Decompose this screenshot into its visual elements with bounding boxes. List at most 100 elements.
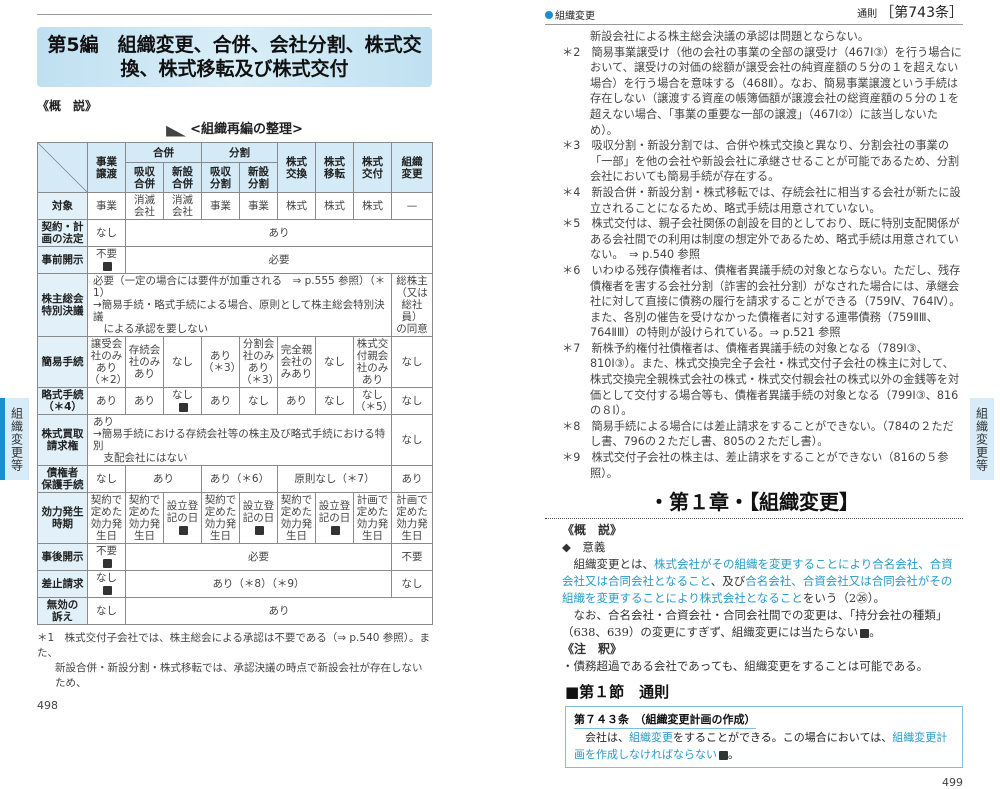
table-cell: 必要（一定の場合には要件が加重される ⇒ p.555 参照）（＊1） →簡易手続…: [87, 273, 392, 337]
page-number-left: 498: [37, 699, 58, 712]
cell-text: あり: [286, 395, 307, 407]
cell-text: あり: [268, 605, 290, 617]
cell-text: なし: [324, 356, 345, 368]
cell-text: 株式交 付親会 社のみ あり: [356, 338, 389, 386]
section-title: ■第１節 通則: [565, 683, 670, 702]
table-cell: なし: [391, 414, 433, 466]
reference-badge-icon: [103, 558, 112, 568]
cell-text: 設立登 記の日: [318, 500, 351, 524]
table-title: <組織再編の整理>: [37, 118, 432, 137]
table-cell: 事業: [239, 192, 278, 220]
note-item: 新設会社による株主総会決議の承認は問題とならない。: [590, 30, 870, 43]
footnote: ＊1 株式交付子会社では、株主総会による承認は不要である（⇒ p.540 参照）…: [37, 631, 432, 691]
table-cell: あり: [125, 387, 164, 415]
table-cell: 事業 譲渡: [87, 142, 126, 193]
table-cell: 組織 変更: [391, 142, 433, 193]
row-label: 債権者 保護手続: [37, 465, 88, 493]
article-box: 第７４３条 （組織変更計画の作成） 会社は、組織変更をすることができる。この場合…: [565, 706, 963, 769]
table-row: 株式買取 請求権 あり →簡易手続における存続会社等の株主及び略式手続における特別…: [37, 414, 433, 466]
table-cell: あり: [201, 387, 240, 415]
note-item: ＊4 新設合併・新設分割・株式移転では、存続会社に相当する会社が新たに設立される…: [562, 185, 961, 215]
table-cell: なし: [391, 570, 433, 598]
table-row: 簡易手続 譲受会 社のみ あり （＊2） 存続会 社のみ あり なし あり （＊3） 分割…: [37, 336, 433, 388]
cell-text: 完全親 会社の みあり: [280, 344, 313, 380]
table-cell: 譲受会 社のみ あり （＊2）: [87, 336, 127, 388]
cell-text: 契約で 定めた 効力発 生日: [90, 494, 123, 542]
row-label: 無効の 訴え: [37, 597, 88, 625]
row-label: 株主総会 特別決議: [37, 273, 88, 337]
table-cell: 吸収 分割: [201, 162, 240, 193]
table-cell: あり: [87, 387, 126, 415]
cell-text: なし: [172, 356, 193, 368]
table-row: 契約・計 画の法定 なし あり: [37, 219, 433, 247]
cell-text: 不要: [96, 545, 117, 557]
cell-text: なし: [248, 395, 269, 407]
cell-text: あり（＊6）: [209, 473, 270, 485]
reference-badge-icon: [103, 585, 112, 595]
cell-text: 契約で 定めた 効力発 生日: [204, 494, 237, 542]
table-cell: なし: [315, 387, 354, 415]
cell-text: 原則なし（＊7）: [294, 473, 375, 485]
footnote-1-cont: 新設合併・新設分割・株式移転では、承認決議の時点で新設会社が存在しないため、: [55, 662, 423, 689]
table-cell: 消滅 会社: [163, 192, 202, 220]
row-label: 略式手続 （＊4）: [37, 387, 88, 415]
table-cell: なし: [163, 387, 202, 415]
table-cell: [37, 142, 88, 193]
footnote-1: ＊1 株式交付子会社では、株主総会による承認は不要である（⇒ p.540 参照）…: [37, 632, 431, 659]
cell-text: 不要: [96, 248, 117, 260]
overview-heading-right: 《概 説》: [562, 523, 623, 538]
cell-text: 存続会 社のみ あり: [128, 344, 161, 380]
table-cell: なし: [87, 570, 126, 598]
commentary-heading: 《注 釈》: [562, 642, 623, 657]
table-cell: 存続会 社のみ あり: [125, 336, 164, 388]
note-item: ＊6 いわゆる残存債権者は、債権者異議手続の対象とならない。ただし、残存債権者を…: [562, 263, 961, 340]
cell-text: 株式: [286, 200, 307, 212]
table-row: 事後開示 不要 必要 不要: [37, 543, 433, 571]
side-tab-left: 組織変更等: [5, 398, 29, 480]
note-item: ＊3 吸収分割・新設分割では、合併や株式交換と異なり、分割会社の事業の「一部」を…: [562, 139, 960, 184]
highlighted-text: 組織変更: [629, 731, 673, 745]
cell-text: 総株主 （又は 総社員） の同意: [396, 275, 428, 335]
row-label: 対象: [37, 192, 88, 220]
table-cell: あり（＊8）（＊9）: [125, 570, 392, 598]
pencil-icon: [166, 125, 187, 137]
cell-text: 事業: [248, 200, 269, 212]
row-label: 株式買取 請求権: [37, 414, 88, 466]
table-cell: あり（＊6）: [201, 465, 278, 493]
table-cell: 総株主 （又は 総社員） の同意: [391, 273, 433, 337]
note-item: ＊5 株式交付は、親子会社関係の創設を目的としており、既に特別支配関係がある会社…: [562, 217, 960, 262]
cell-text: あり: [268, 227, 290, 239]
table-cell: 分割会 社のみ あり （＊3）: [239, 336, 279, 388]
running-head-article: ［第743条］: [880, 5, 963, 21]
cell-text: 組織 変更: [401, 155, 423, 180]
table-cell: なし: [391, 387, 433, 415]
cell-text: あり: [134, 395, 155, 407]
table-cell: 必要: [125, 543, 392, 571]
cell-text: 設立登 記の日: [242, 500, 275, 524]
table-cell: 不要: [87, 543, 126, 571]
table-cell: 合併: [125, 142, 202, 163]
table-cell: あり （＊3）: [201, 336, 241, 388]
cell-text: なし （＊5）: [355, 389, 394, 413]
cell-text: あり: [210, 395, 231, 407]
table-cell: 計画で 定めた 効力発 生日: [353, 492, 392, 544]
commentary-text: ・債務超過である会社であっても、組織変更をすることは可能である。: [562, 659, 929, 674]
meaning-heading: ◆ 意義: [562, 540, 606, 555]
table-notes: 新設会社による株主総会決議の承認は問題とならない。 ＊2 簡易事業譲受け（他の会社…: [545, 29, 963, 481]
cell-text: なし: [401, 395, 423, 407]
reference-badge-icon: [719, 750, 728, 760]
running-head-left-text: 組織変更: [555, 11, 595, 22]
table-cell: 計画で 定めた 効力発 生日: [391, 492, 433, 544]
table-cell: —: [391, 192, 433, 220]
meaning-paragraph: 組織変更とは、株式会社がその組織を変更することにより合名会社、合資会社又は合同会…: [562, 556, 963, 607]
cell-text: 株式: [324, 200, 345, 212]
cell-text: 契約で 定めた 効力発 生日: [280, 494, 313, 542]
note-paragraph-text: なお、合名会社・合資会社・合同会社間での変更は、「持分会社の種類」（638、63…: [562, 608, 948, 640]
running-head-small: 通則: [857, 9, 878, 20]
table-cell: 不要: [87, 246, 126, 274]
chapter-body: 《概 説》 ◆ 意義 組織変更とは、株式会社がその組織を変更することにより合名会…: [545, 522, 963, 675]
cell-text: あり（＊8）（＊9）: [212, 578, 305, 590]
row-label: 契約・計 画の法定: [37, 219, 88, 247]
table-cell: なし: [315, 336, 354, 388]
cell-text: あり →簡易手続における存続会社等の株主及び略式手続における特別 支配会社にはな…: [93, 416, 386, 464]
